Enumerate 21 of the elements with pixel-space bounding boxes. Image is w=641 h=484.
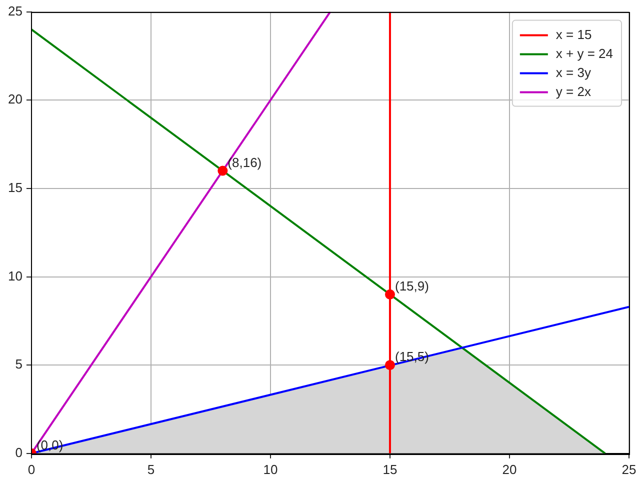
y-tick-label: 0 bbox=[15, 444, 22, 460]
x-tick-label: 5 bbox=[147, 462, 155, 477]
legend-label: x = 3y bbox=[556, 64, 592, 80]
y-tick-label: 5 bbox=[15, 356, 22, 372]
annotation: (15,9) bbox=[394, 278, 429, 294]
point bbox=[384, 289, 395, 300]
legend-label: y = 2x bbox=[556, 84, 592, 99]
annotation: (8,16) bbox=[228, 154, 262, 170]
x-tick-label: 10 bbox=[263, 462, 278, 477]
legend-label: x + y = 24 bbox=[556, 46, 614, 61]
y-tick-label: 25 bbox=[8, 3, 22, 18]
x-tick-label: 25 bbox=[622, 462, 636, 477]
y-tick-label: 15 bbox=[8, 180, 22, 196]
x-tick-label: 0 bbox=[28, 462, 36, 477]
x-tick-label: 20 bbox=[502, 462, 517, 477]
point bbox=[218, 166, 228, 176]
legend-label: x = 15 bbox=[556, 26, 592, 42]
point bbox=[384, 360, 395, 370]
x-tick-label: 15 bbox=[382, 462, 398, 477]
y-tick-label: 20 bbox=[8, 92, 22, 107]
y-tick-label: 10 bbox=[8, 268, 22, 284]
